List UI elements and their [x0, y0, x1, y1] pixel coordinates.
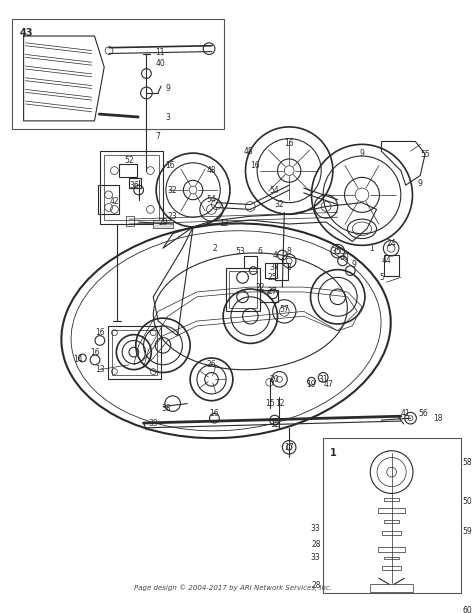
Text: 35: 35 — [332, 246, 342, 256]
Text: 11: 11 — [155, 48, 165, 56]
Text: 9: 9 — [418, 179, 423, 188]
Bar — [384, 557, 400, 560]
Bar — [378, 547, 405, 552]
Text: 16: 16 — [284, 139, 294, 148]
Text: 26: 26 — [207, 360, 216, 369]
Text: 9: 9 — [352, 261, 356, 269]
Bar — [382, 566, 401, 570]
Text: 23: 23 — [168, 211, 177, 221]
Text: 25: 25 — [268, 273, 277, 282]
Text: 37: 37 — [270, 263, 280, 272]
Text: 16: 16 — [95, 328, 105, 337]
Text: 50: 50 — [463, 497, 473, 506]
Text: 38: 38 — [161, 404, 171, 413]
Bar — [100, 151, 163, 224]
Text: 44: 44 — [382, 256, 391, 265]
Bar — [384, 520, 400, 522]
Text: 32: 32 — [168, 186, 177, 194]
Text: 16: 16 — [165, 161, 174, 170]
Bar — [111, 330, 157, 375]
Text: 12: 12 — [219, 219, 229, 229]
Text: 56: 56 — [418, 409, 428, 418]
Bar — [265, 263, 276, 278]
Text: 32: 32 — [274, 200, 284, 209]
Text: 20: 20 — [270, 375, 279, 384]
Text: 40: 40 — [155, 59, 165, 68]
Text: 58: 58 — [463, 458, 472, 467]
Text: 27: 27 — [268, 287, 277, 297]
Text: 16: 16 — [250, 161, 260, 170]
Text: 36: 36 — [129, 181, 139, 189]
Text: 55: 55 — [420, 150, 430, 159]
Text: 17: 17 — [284, 443, 294, 452]
Text: 16: 16 — [90, 348, 100, 357]
Text: 41: 41 — [401, 409, 410, 418]
Bar — [104, 155, 159, 220]
Bar — [108, 326, 161, 379]
Text: 9: 9 — [360, 148, 365, 158]
Text: 9: 9 — [165, 83, 170, 93]
Bar — [129, 178, 141, 188]
Text: 22: 22 — [255, 283, 265, 292]
Bar — [323, 438, 461, 593]
Text: 30: 30 — [340, 253, 349, 262]
Text: 42: 42 — [109, 197, 119, 206]
Text: 6: 6 — [257, 246, 263, 256]
Text: 28: 28 — [311, 541, 320, 549]
Bar — [382, 601, 401, 605]
Bar — [226, 268, 260, 311]
Text: Page design © 2004-2017 by ARI Network Services, Inc.: Page design © 2004-2017 by ARI Network S… — [134, 585, 332, 592]
Text: 33: 33 — [311, 524, 320, 533]
Text: 60: 60 — [463, 606, 473, 613]
Bar — [378, 508, 405, 513]
Bar — [260, 290, 277, 302]
Text: 53: 53 — [236, 246, 246, 256]
Text: 4: 4 — [272, 251, 277, 259]
Text: 29: 29 — [158, 218, 168, 227]
Text: 19: 19 — [307, 379, 316, 389]
Text: 13: 13 — [95, 365, 105, 374]
Text: 48: 48 — [207, 166, 216, 175]
Text: 8: 8 — [287, 246, 292, 256]
Bar — [229, 270, 257, 308]
Text: 54: 54 — [270, 186, 280, 194]
Bar — [244, 256, 257, 268]
Text: 28: 28 — [311, 581, 320, 590]
Text: 1: 1 — [369, 244, 374, 253]
Bar — [98, 185, 119, 215]
Bar — [384, 498, 400, 501]
Text: 31: 31 — [319, 375, 328, 384]
Text: 47: 47 — [323, 379, 333, 389]
Text: 12: 12 — [270, 421, 279, 430]
Text: 8: 8 — [287, 263, 292, 272]
Text: 54: 54 — [207, 195, 216, 204]
Text: 48: 48 — [244, 147, 253, 156]
Bar — [153, 220, 173, 228]
Text: 16: 16 — [210, 409, 219, 418]
Text: 5: 5 — [379, 273, 384, 282]
Text: 14: 14 — [73, 356, 83, 364]
Text: 59: 59 — [463, 527, 473, 536]
Text: 39: 39 — [148, 419, 158, 427]
Text: 24: 24 — [386, 239, 396, 248]
Text: 33: 33 — [311, 553, 320, 562]
Text: 2: 2 — [212, 244, 217, 253]
Text: 7: 7 — [155, 132, 161, 141]
Bar — [126, 216, 134, 226]
Bar — [382, 531, 401, 535]
Text: 18: 18 — [433, 414, 442, 422]
Text: 57: 57 — [280, 305, 289, 314]
Text: 15: 15 — [265, 399, 274, 408]
Bar — [274, 263, 288, 280]
Text: 52: 52 — [124, 156, 134, 166]
Text: 12: 12 — [275, 399, 284, 408]
Bar — [384, 255, 399, 276]
Bar — [119, 164, 137, 177]
Bar — [12, 18, 224, 129]
Text: 3: 3 — [165, 113, 170, 122]
Text: 1: 1 — [330, 448, 337, 458]
Bar — [370, 584, 413, 592]
Text: 43: 43 — [20, 28, 33, 38]
Bar — [386, 611, 397, 613]
